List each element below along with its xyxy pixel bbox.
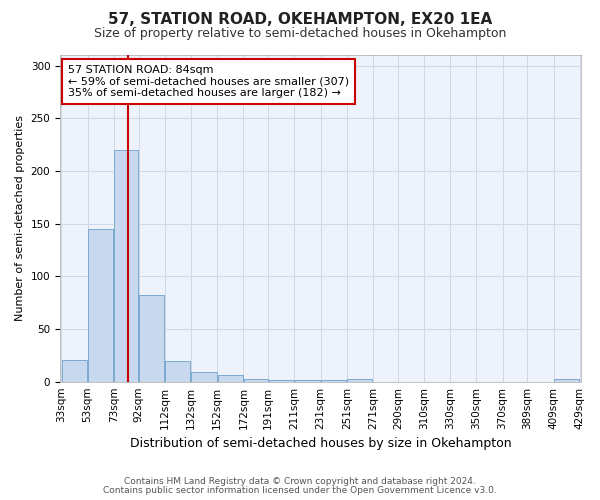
Bar <box>295 380 320 382</box>
Text: Size of property relative to semi-detached houses in Okehampton: Size of property relative to semi-detach… <box>94 28 506 40</box>
Bar <box>347 378 373 382</box>
Bar <box>139 296 164 382</box>
Bar <box>218 376 243 382</box>
X-axis label: Distribution of semi-detached houses by size in Okehampton: Distribution of semi-detached houses by … <box>130 437 511 450</box>
Bar <box>166 360 190 382</box>
Bar <box>191 372 217 382</box>
Text: Contains public sector information licensed under the Open Government Licence v3: Contains public sector information licen… <box>103 486 497 495</box>
Text: 57, STATION ROAD, OKEHAMPTON, EX20 1EA: 57, STATION ROAD, OKEHAMPTON, EX20 1EA <box>108 12 492 28</box>
Text: 57 STATION ROAD: 84sqm
← 59% of semi-detached houses are smaller (307)
35% of se: 57 STATION ROAD: 84sqm ← 59% of semi-det… <box>68 65 349 98</box>
Bar <box>244 378 268 382</box>
Bar <box>269 380 294 382</box>
Bar <box>321 380 346 382</box>
Bar <box>88 229 113 382</box>
Bar <box>114 150 138 382</box>
Text: Contains HM Land Registry data © Crown copyright and database right 2024.: Contains HM Land Registry data © Crown c… <box>124 477 476 486</box>
Bar <box>62 360 87 382</box>
Y-axis label: Number of semi-detached properties: Number of semi-detached properties <box>15 116 25 322</box>
Bar <box>554 378 580 382</box>
